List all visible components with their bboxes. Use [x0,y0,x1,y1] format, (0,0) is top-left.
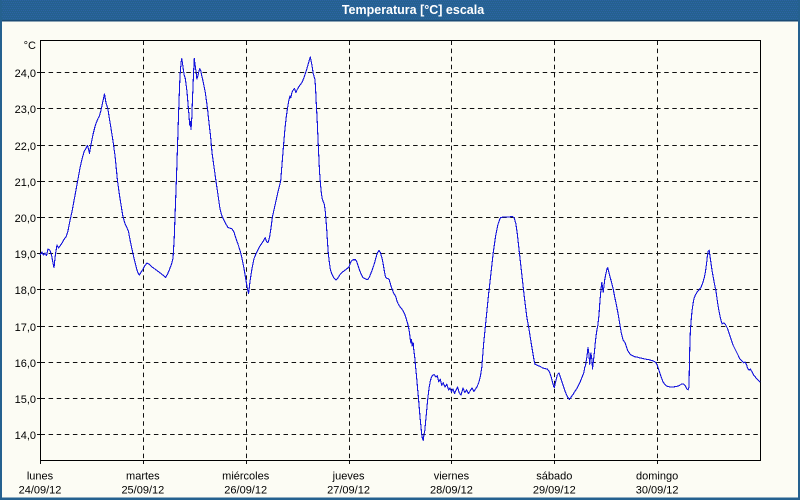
svg-text:26/09/12: 26/09/12 [224,485,267,497]
svg-text:24/09/12: 24/09/12 [19,485,62,497]
svg-text:14,0: 14,0 [15,430,36,442]
svg-text:22,0: 22,0 [15,141,36,153]
svg-text:19,0: 19,0 [15,249,36,261]
svg-text:15,0: 15,0 [15,394,36,406]
svg-text:20,0: 20,0 [15,213,36,225]
svg-text:lunes: lunes [27,471,54,483]
svg-text:sábado: sábado [536,471,572,483]
svg-text:24,0: 24,0 [15,68,36,80]
svg-text:miércoles: miércoles [222,471,270,483]
svg-text:°C: °C [24,40,36,52]
svg-text:28/09/12: 28/09/12 [430,485,473,497]
svg-text:Temperatura [°C] escala: Temperatura [°C] escala [342,3,485,17]
svg-text:29/09/12: 29/09/12 [533,485,576,497]
svg-text:domingo: domingo [636,471,678,483]
svg-text:18,0: 18,0 [15,285,36,297]
svg-text:viernes: viernes [434,471,470,483]
svg-text:23,0: 23,0 [15,104,36,116]
svg-text:17,0: 17,0 [15,322,36,334]
svg-text:21,0: 21,0 [15,177,36,189]
svg-text:25/09/12: 25/09/12 [121,485,164,497]
svg-text:jueves: jueves [332,471,365,483]
svg-text:30/09/12: 30/09/12 [636,485,679,497]
svg-text:27/09/12: 27/09/12 [327,485,370,497]
svg-text:martes: martes [126,471,160,483]
svg-text:16,0: 16,0 [15,358,36,370]
